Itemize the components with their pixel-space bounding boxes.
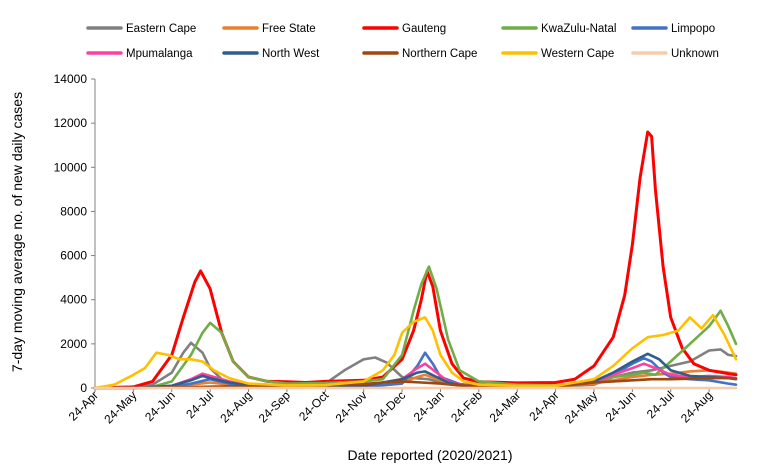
y-tick-label: 8000 <box>60 204 87 218</box>
legend-label-kwazulu-natal: KwaZulu-Natal <box>541 23 616 35</box>
x-tick-label: 24-Dec <box>371 388 408 425</box>
x-tick-label: 24-Jun <box>603 388 639 424</box>
x-tick-label: 24-Mar <box>487 388 524 425</box>
legend-label-western-cape: Western Cape <box>541 48 614 60</box>
x-tick-label: 24-Feb <box>448 388 485 425</box>
series-line-kwazulu-natal <box>93 265 738 390</box>
x-tick-label: 24-May <box>562 388 600 426</box>
series-layer <box>93 130 738 390</box>
y-axis-title: 7-day moving average no. of new daily ca… <box>9 92 25 372</box>
series-line-western-cape <box>93 313 738 390</box>
y-tick-label: 12000 <box>54 116 88 130</box>
x-tick-label: 24-Apr <box>526 388 561 423</box>
x-tick-label: 24-Jun <box>142 388 178 424</box>
series-line-mpumalanga <box>93 362 738 390</box>
x-axis-title: Date reported (2020/2021) <box>348 447 513 463</box>
x-tick-label: 24-Aug <box>217 388 254 425</box>
legend: Eastern Cape Free State Gauteng KwaZulu-Nat… <box>86 23 719 60</box>
x-tick-label: 24-Jul <box>183 388 216 421</box>
y-tick-label: 6000 <box>60 249 87 263</box>
series-line-gauteng <box>93 130 738 390</box>
series-line-northern-cape <box>93 376 738 390</box>
y-tick-label: 14000 <box>54 72 88 86</box>
x-tick-label: 24-Jul <box>644 388 677 421</box>
series-line-north-west <box>93 352 738 390</box>
legend-label-gauteng: Gauteng <box>402 23 446 35</box>
y-tick-label: 2000 <box>60 337 87 351</box>
legend-label-north-west: North West <box>262 48 320 60</box>
x-tick-label: 24-Nov <box>333 388 370 425</box>
legend-label-limpopo: Limpopo <box>671 23 715 35</box>
legend-label-northern-cape: Northern Cape <box>402 48 477 60</box>
legend-label-unknown: Unknown <box>671 48 719 60</box>
legend-label-free-state: Free State <box>262 23 316 35</box>
x-tick-label: 24-Sep <box>256 388 293 425</box>
legend-label-mpumalanga: Mpumalanga <box>126 48 193 60</box>
y-tick-label: 4000 <box>60 293 87 307</box>
x-tick-label: 24-May <box>101 388 139 426</box>
x-tick-label: 24-Aug <box>678 388 715 425</box>
x-tick-label: 24-Oct <box>296 388 332 424</box>
y-tick-label: 0 <box>80 381 87 395</box>
y-tick-label: 10000 <box>54 160 88 174</box>
legend-label-eastern-cape: Eastern Cape <box>126 23 196 35</box>
x-tick-label: 24-Jan <box>411 388 447 424</box>
